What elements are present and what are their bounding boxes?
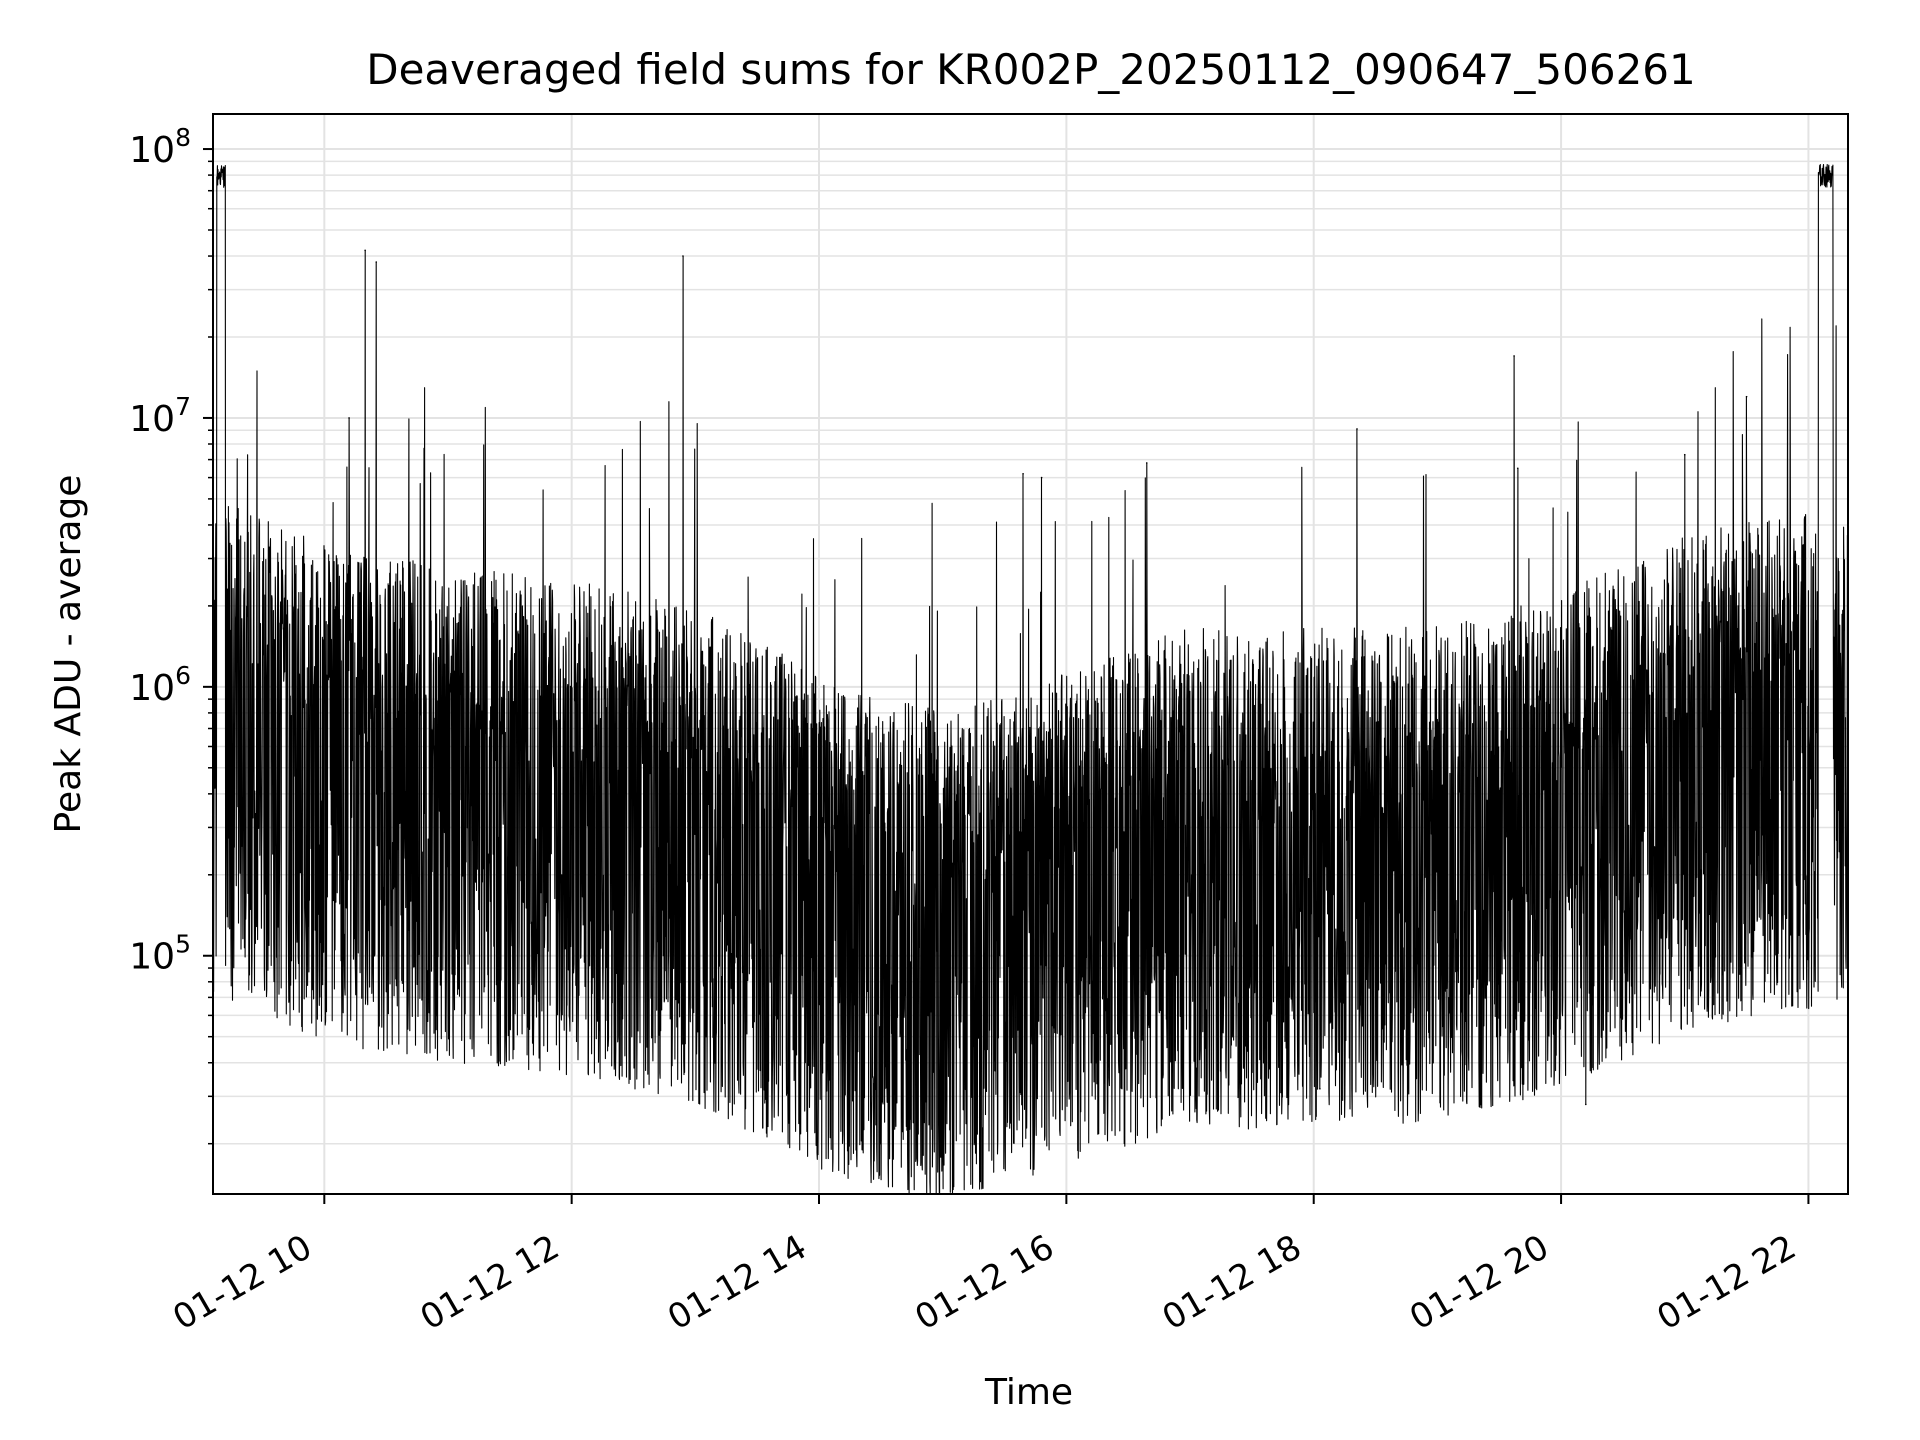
spike-point bbox=[348, 417, 350, 419]
dip-point bbox=[861, 1148, 864, 1151]
spike-point bbox=[1040, 476, 1043, 479]
y-tick-label: 106 bbox=[129, 661, 191, 709]
y-axis-label: Peak ADU - average bbox=[48, 475, 89, 834]
spike-point bbox=[682, 255, 684, 257]
y-tick-label: 108 bbox=[129, 123, 191, 171]
spike-point bbox=[1516, 467, 1519, 470]
y-tick-label: 105 bbox=[129, 930, 191, 978]
series-path bbox=[212, 163, 1849, 1194]
dip-point bbox=[1585, 1103, 1587, 1106]
y-tick-label: 107 bbox=[129, 392, 191, 440]
y-axis: 105 106 107 108 bbox=[129, 123, 213, 1145]
dip-point bbox=[1319, 1088, 1321, 1090]
spike-point bbox=[364, 249, 366, 252]
spike-point bbox=[375, 261, 378, 263]
spike-point bbox=[1356, 428, 1358, 430]
plot-frame bbox=[212, 113, 1849, 1195]
dip-point bbox=[923, 1121, 925, 1124]
spike-point bbox=[1145, 462, 1148, 464]
spike-point bbox=[1022, 472, 1024, 475]
spike-point bbox=[1513, 355, 1515, 357]
dip-point bbox=[978, 1116, 981, 1119]
x-axis-label: Time bbox=[984, 1372, 1073, 1413]
series-line bbox=[212, 163, 1849, 1194]
spike-point bbox=[1745, 395, 1748, 398]
spike-point bbox=[1683, 453, 1686, 456]
chart-title: Deaveraged field sums for KR002P_2025011… bbox=[366, 45, 1696, 94]
